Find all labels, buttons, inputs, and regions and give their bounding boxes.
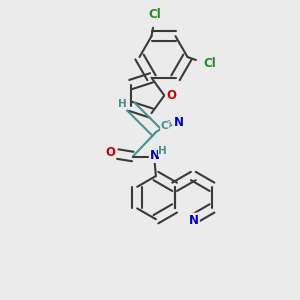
Text: N: N [189,214,199,226]
Text: O: O [166,89,176,102]
Text: H: H [158,146,167,156]
Text: Cl: Cl [148,8,161,21]
Text: N: N [149,149,159,162]
Text: N: N [174,116,184,129]
Text: C: C [161,122,169,131]
Text: H: H [118,99,127,109]
Text: O: O [105,146,115,159]
Text: Cl: Cl [203,57,216,70]
